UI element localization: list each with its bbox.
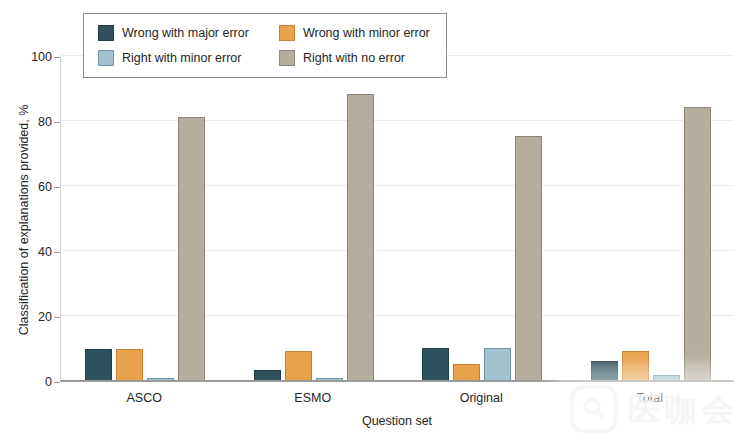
y-tick-mark-40 <box>54 252 60 253</box>
legend-item: Right with minor error <box>98 50 249 66</box>
legend-item: Wrong with major error <box>98 25 249 41</box>
legend-swatch-icon <box>98 25 114 41</box>
legend-swatch-icon <box>279 25 295 41</box>
bar <box>422 348 449 381</box>
bar-group-original <box>398 57 567 380</box>
bar <box>254 370 281 380</box>
bar <box>347 94 374 380</box>
legend-item: Right with no error <box>279 50 430 66</box>
legend-label: Wrong with major error <box>122 26 249 40</box>
y-tick-mark-0 <box>54 382 60 383</box>
bar <box>591 361 618 381</box>
y-tick-label-100: 100 <box>14 51 52 63</box>
y-tick-label-0: 0 <box>14 376 52 388</box>
legend-item: Wrong with minor error <box>279 25 430 41</box>
bar <box>484 348 511 381</box>
x-tick-label-total: Total <box>566 391 735 405</box>
legend-label: Wrong with minor error <box>303 26 430 40</box>
y-tick-mark-100 <box>54 57 60 58</box>
x-tick-label-asco: ASCO <box>60 391 229 405</box>
bar <box>147 378 174 380</box>
bar <box>178 117 205 380</box>
bar <box>453 364 480 380</box>
y-tick-label-60: 60 <box>14 181 52 193</box>
bar-group-total <box>567 57 736 380</box>
y-tick-label-20: 20 <box>14 311 52 323</box>
y-axis-title: Classification of explanations provided,… <box>17 105 31 336</box>
bar <box>285 351 312 380</box>
y-tick-mark-80 <box>54 122 60 123</box>
x-tick-label-original: Original <box>397 391 566 405</box>
plot-area <box>60 57 734 382</box>
x-axis-title: Question set <box>60 414 734 428</box>
bar <box>515 136 542 380</box>
y-tick-label-40: 40 <box>14 246 52 258</box>
legend-swatch-icon <box>98 50 114 66</box>
bar <box>622 351 649 380</box>
bar <box>85 349 112 380</box>
bar <box>653 375 680 380</box>
bar <box>116 349 143 380</box>
legend-label: Right with minor error <box>122 51 241 65</box>
y-tick-mark-20 <box>54 317 60 318</box>
bar-group-esmo <box>230 57 399 380</box>
bar <box>316 378 343 380</box>
legend: Wrong with major error Wrong with minor e… <box>83 13 447 78</box>
x-tick-label-esmo: ESMO <box>229 391 398 405</box>
legend-swatch-icon <box>279 50 295 66</box>
y-tick-label-80: 80 <box>14 116 52 128</box>
bar-chart-figure: Classification of explanations provided,… <box>0 0 755 441</box>
watermark: 医咖会 <box>562 379 751 439</box>
y-tick-mark-60 <box>54 187 60 188</box>
legend-label: Right with no error <box>303 51 405 65</box>
bar-group-asco <box>61 57 230 380</box>
bar <box>684 107 711 380</box>
